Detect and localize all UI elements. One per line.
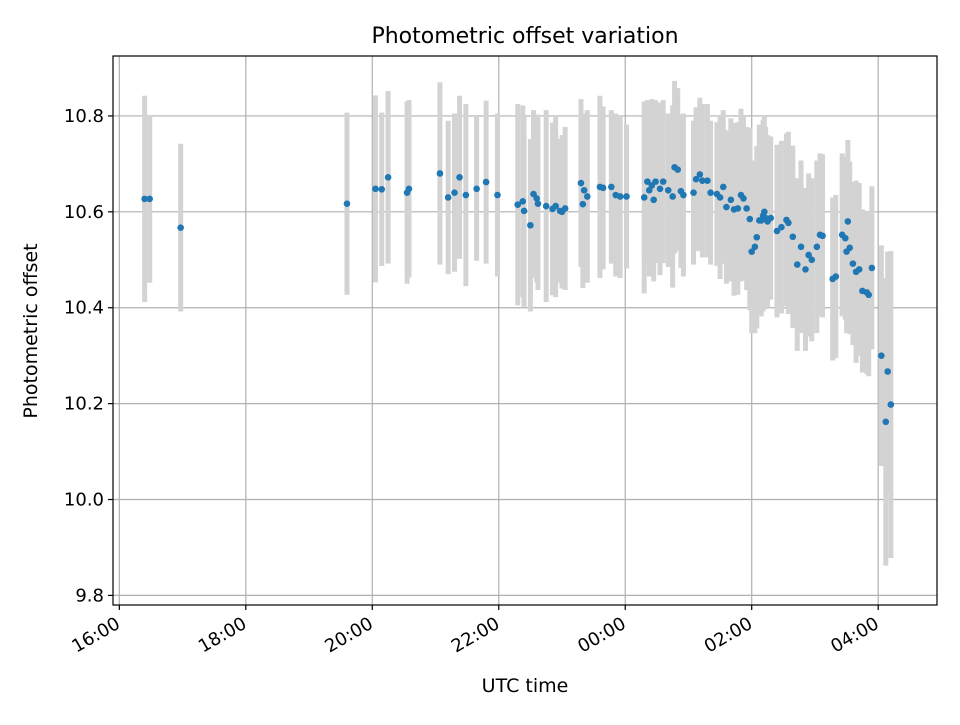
data-point [868, 264, 876, 272]
data-point [887, 401, 895, 408]
data-point [808, 256, 816, 264]
data-point [727, 196, 735, 204]
data-point [436, 170, 444, 177]
data-point [533, 195, 540, 202]
data-point [832, 273, 840, 280]
data-point [805, 251, 812, 259]
data-point [878, 352, 885, 359]
data-point [552, 202, 559, 210]
data-point [819, 232, 826, 240]
data-point [378, 185, 386, 193]
data-point [743, 205, 750, 212]
data-point [405, 185, 413, 193]
data-point [372, 185, 379, 193]
data-point [849, 260, 857, 267]
data-point [650, 196, 657, 204]
chart-title: Photometric offset variation [371, 24, 678, 49]
data-point [707, 189, 714, 196]
data-point [623, 193, 630, 200]
data-point [716, 194, 724, 201]
data-point [751, 243, 759, 251]
data-point [719, 183, 727, 191]
data-point [577, 179, 585, 187]
data-point [146, 195, 153, 203]
data-point [664, 186, 672, 194]
data-point [690, 189, 697, 196]
y-tick-label: 10.0 [64, 490, 104, 511]
data-point [444, 194, 452, 201]
data-point [748, 248, 756, 255]
data-point [599, 184, 607, 192]
data-point [177, 224, 184, 231]
data-point [583, 193, 591, 200]
data-point [579, 200, 587, 208]
data-point [519, 197, 527, 205]
data-point [674, 166, 682, 173]
data-point [644, 178, 651, 185]
data-point [844, 218, 852, 225]
data-point [692, 175, 700, 183]
data-point [740, 195, 747, 202]
data-point [527, 221, 534, 229]
y-tick-label: 9.8 [75, 585, 104, 606]
data-point [343, 200, 351, 207]
data-point [656, 185, 664, 193]
data-point [767, 214, 774, 222]
data-point [580, 186, 588, 194]
y-tick-label: 10.2 [64, 394, 104, 415]
data-point [884, 368, 891, 375]
data-point [616, 193, 624, 200]
data-point [652, 178, 659, 185]
y-tick-label: 10.6 [64, 202, 104, 223]
y-tick-label: 10.4 [64, 298, 104, 319]
data-point [746, 215, 754, 223]
data-point [753, 233, 761, 241]
data-point [680, 191, 687, 199]
data-point [773, 227, 781, 235]
data-point [882, 418, 890, 426]
data-point [659, 178, 667, 185]
data-point [640, 194, 648, 201]
data-point [456, 174, 463, 181]
data-point [699, 177, 706, 184]
y-tick-label: 10.8 [64, 106, 104, 127]
data-point [534, 200, 542, 207]
data-point [704, 177, 711, 184]
data-point [141, 195, 148, 203]
data-point [561, 205, 569, 212]
data-point [669, 193, 676, 200]
data-point [778, 223, 785, 231]
data-point [813, 243, 821, 251]
data-point [734, 205, 742, 212]
data-point [802, 266, 809, 273]
y-axis-label: Photometric offset [20, 243, 42, 418]
data-point [761, 208, 768, 216]
data-point [789, 233, 797, 241]
plot-frame [112, 55, 938, 606]
data-point [608, 183, 615, 191]
data-point [462, 191, 470, 199]
data-point [482, 178, 490, 186]
data-point [785, 219, 792, 227]
data-point [696, 171, 704, 178]
data-point [797, 243, 805, 251]
data-point [473, 185, 480, 193]
data-point [494, 191, 501, 199]
data-point [865, 291, 873, 299]
data-point [384, 174, 392, 181]
data-point [520, 207, 528, 215]
data-point [793, 261, 801, 268]
data-point [846, 244, 854, 252]
data-point [542, 202, 550, 210]
x-axis-label: UTC time [482, 675, 569, 697]
data-point [855, 266, 863, 273]
data-point [451, 189, 458, 196]
data-point [723, 203, 730, 211]
data-point [514, 201, 522, 208]
data-point [842, 234, 849, 242]
point-layer [141, 163, 895, 426]
